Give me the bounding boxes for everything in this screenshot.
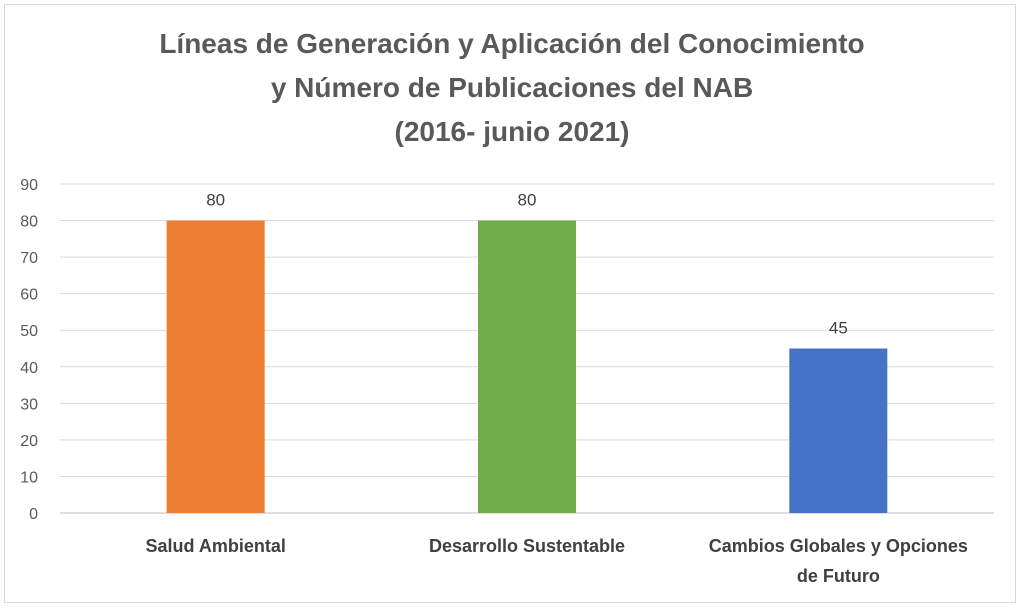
- y-tick-label-40: 40: [20, 360, 38, 377]
- bar-0: [166, 220, 265, 514]
- data-label-1: 80: [518, 191, 537, 210]
- chart-title: Líneas de Generación y Aplicación del Co…: [0, 22, 1024, 154]
- y-tick-label-10: 10: [20, 469, 38, 486]
- y-tick-label-0: 0: [29, 506, 38, 523]
- chart-title-line-1: Líneas de Generación y Aplicación del Co…: [159, 28, 865, 59]
- chart-title-line-2: y Número de Publicaciones del NAB: [270, 72, 754, 103]
- chart-title-line-3: (2016- junio 2021): [394, 116, 630, 147]
- category-label-2-1: de Futuro: [797, 566, 880, 586]
- y-tick-label-90: 90: [20, 177, 38, 194]
- category-label-1-0: Desarrollo Sustentable: [429, 536, 625, 556]
- bar-1: [478, 220, 576, 514]
- data-label-2: 45: [829, 319, 848, 338]
- y-tick-label-50: 50: [20, 323, 38, 340]
- y-tick-label-80: 80: [20, 214, 38, 231]
- category-label-2-0: Cambios Globales y Opciones: [709, 536, 968, 556]
- y-tick-label-30: 30: [20, 396, 38, 413]
- data-label-0: 80: [206, 191, 225, 210]
- y-tick-label-20: 20: [20, 433, 38, 450]
- y-tick-label-70: 70: [20, 250, 38, 267]
- y-tick-label-60: 60: [20, 287, 38, 304]
- category-label-0-0: Salud Ambiental: [145, 536, 285, 556]
- bar-2: [789, 348, 888, 513]
